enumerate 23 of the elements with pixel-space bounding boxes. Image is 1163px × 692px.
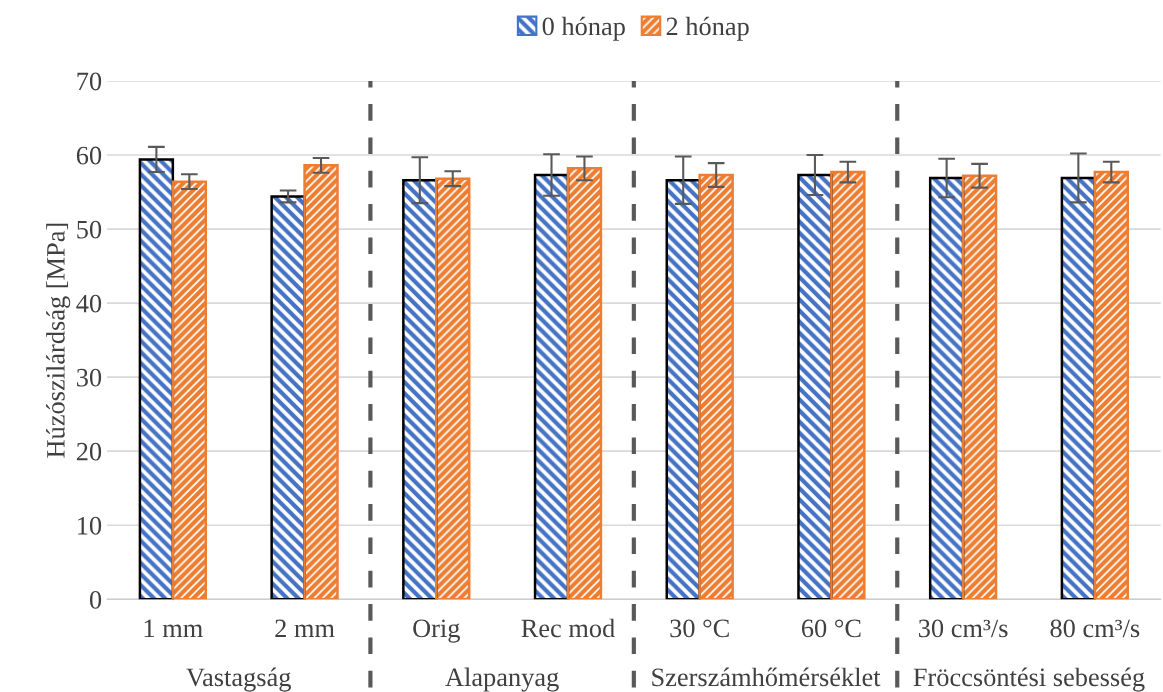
x-tick-label: 2 mm — [275, 619, 335, 638]
y-axis-title: Húzószilárdság [MPa] — [46, 223, 71, 458]
x-tick-label: 30 cm³/s — [919, 619, 1008, 638]
x-tick-label: 1 mm — [144, 619, 203, 638]
x-tick-label: 30 °C — [670, 619, 729, 638]
legend-label: 0 hónap — [542, 16, 625, 41]
y-tick-label: 10 — [78, 516, 102, 535]
y-tick-label: 40 — [76, 294, 102, 313]
text: Fröccsöntési sebesség — [913, 667, 1145, 692]
text: Vastagság — [186, 667, 291, 692]
y-tick-label: 70 — [77, 72, 102, 91]
x-tick-label: Rec mod — [521, 618, 615, 638]
y-tick-label: 60 — [76, 146, 102, 165]
text: Szerszámhőmérséklet — [652, 667, 881, 687]
y-tick-label: 0 — [89, 590, 102, 609]
legend-label: 2 hónap — [666, 16, 749, 41]
text: Alapanyag — [445, 667, 559, 692]
x-tick-label: Orig — [413, 619, 460, 643]
x-tick-label: 60 °C — [801, 619, 861, 638]
y-tick-label: 50 — [77, 220, 102, 239]
y-tick-label: 20 — [76, 442, 102, 461]
x-tick-label: 80 cm³/s — [1050, 619, 1140, 638]
y-tick-label: 30 — [77, 368, 102, 387]
